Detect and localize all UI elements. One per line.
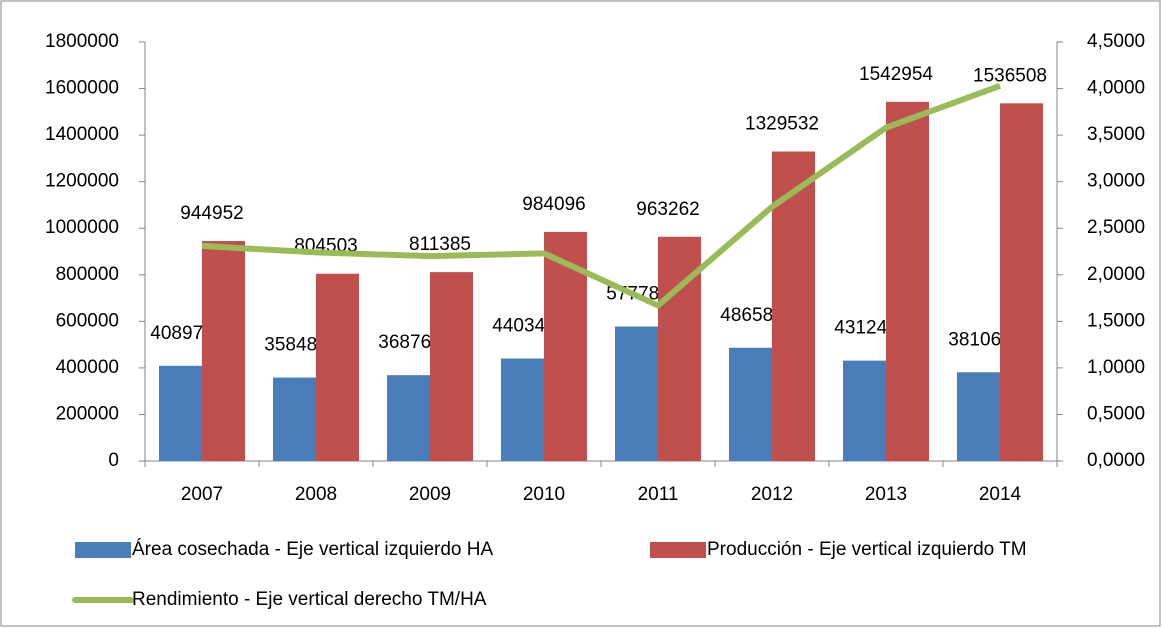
bar [273, 377, 316, 461]
x-tick-label: 2012 [751, 484, 793, 505]
x-tick-label: 2014 [979, 484, 1022, 505]
y-tick-label: 400000 [56, 357, 119, 378]
y-tick-label: 600000 [56, 310, 119, 331]
legend-label: Área cosechada - Eje vertical izquierdo … [132, 539, 494, 560]
x-tick-label: 2011 [638, 484, 679, 505]
y2-tick-label: 3,5000 [1087, 124, 1145, 145]
bar [957, 372, 1000, 461]
legend-swatch [650, 542, 706, 558]
x-tick-label: 2007 [181, 484, 223, 505]
data-label: 440346 [492, 316, 555, 337]
data-label: 368769 [378, 332, 441, 353]
bar [886, 101, 929, 461]
y2-tick-label: 2,5000 [1087, 217, 1145, 238]
data-label: 1536508 [973, 65, 1047, 86]
x-tick-label: 2009 [409, 484, 451, 505]
data-label: 984096 [522, 194, 585, 215]
y-tick-label: 800000 [56, 264, 119, 285]
bar [615, 326, 658, 461]
y-tick-label: 0 [108, 450, 119, 471]
x-tick-label: 2010 [523, 484, 565, 505]
legend-label: Producción - Eje vertical izquierdo TM [707, 539, 1027, 560]
bar [387, 375, 430, 461]
bar [159, 365, 202, 461]
bar [772, 151, 815, 461]
data-label: 1542954 [859, 64, 933, 85]
data-label: 811385 [409, 234, 471, 255]
y2-tick-label: 1,0000 [1087, 357, 1145, 378]
x-tick-label: 2013 [865, 484, 907, 505]
data-label: 486580 [720, 305, 783, 326]
y2-tick-label: 4,5000 [1087, 31, 1145, 52]
y-tick-label: 1000000 [45, 217, 119, 238]
data-label: 1329532 [745, 114, 819, 135]
y-tick-label: 200000 [56, 403, 119, 424]
bar [1000, 103, 1043, 461]
data-label: 963262 [636, 199, 699, 220]
y2-tick-label: 1,5000 [1087, 310, 1145, 331]
y2-tick-label: 3,0000 [1087, 171, 1145, 192]
data-label: 408976 [150, 323, 213, 344]
bar [501, 358, 544, 461]
bar [316, 273, 359, 461]
data-label: 944952 [180, 203, 243, 224]
legend-swatch [75, 542, 131, 558]
x-tick-label: 2008 [295, 484, 337, 505]
line [201, 82, 1002, 309]
y2-tick-label: 4,0000 [1087, 78, 1145, 99]
y2-tick-label: 2,0000 [1087, 264, 1145, 285]
legend-label: Rendimiento - Eje vertical derecho TM/HA [132, 589, 487, 610]
bar [729, 347, 772, 461]
data-label: 358480 [264, 335, 327, 356]
data-label: 381066 [948, 329, 1011, 350]
y2-tick-label: 0,5000 [1087, 403, 1145, 424]
data-label: 431241 [834, 318, 897, 339]
y-tick-label: 1800000 [45, 31, 119, 52]
bar [202, 241, 245, 461]
y-tick-label: 1400000 [45, 124, 119, 145]
y-tick-label: 1200000 [45, 171, 119, 192]
bar [430, 272, 473, 461]
y2-tick-label: 0,0000 [1087, 450, 1145, 471]
y-tick-label: 1600000 [45, 78, 119, 99]
bar [843, 360, 886, 461]
